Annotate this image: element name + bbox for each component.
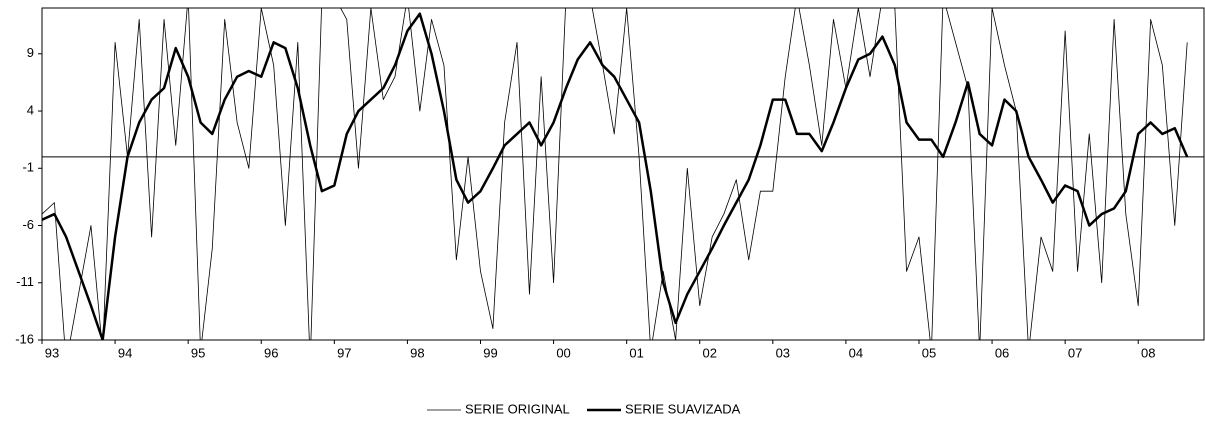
- plot-area: [42, 8, 1189, 340]
- x-tick-label: 04: [849, 345, 863, 360]
- x-tick-label: 03: [776, 345, 790, 360]
- series-line: [42, 12, 1189, 340]
- x-tick-label: 93: [45, 345, 59, 360]
- x-tick-label: 05: [922, 345, 936, 360]
- plot-frame: [41, 7, 1205, 341]
- x-tick-label: 99: [483, 345, 497, 360]
- x-tick-label: 95: [191, 345, 205, 360]
- legend-label: SERIE SUAVIZADA: [625, 401, 741, 416]
- x-tick-label: 94: [118, 345, 132, 360]
- x-tick-label: 96: [264, 345, 278, 360]
- x-tick-label: 08: [1141, 345, 1155, 360]
- x-tick-label: 00: [556, 345, 570, 360]
- x-tick-label: 98: [410, 345, 424, 360]
- y-tick-label: 4: [27, 102, 34, 117]
- x-tick-label: 02: [703, 345, 717, 360]
- y-tick-label: 9: [27, 45, 34, 60]
- legend-label: SERIE ORIGINAL: [465, 401, 570, 416]
- x-tick-label: 97: [337, 345, 351, 360]
- x-tick-label: 01: [629, 345, 643, 360]
- x-tick-label: 06: [995, 345, 1009, 360]
- y-tick-label: -11: [16, 274, 34, 289]
- y-tick-label: -1: [22, 160, 34, 175]
- series-line: [42, 8, 1188, 340]
- y-tick-label: -6: [22, 217, 34, 232]
- x-tick-label: 07: [1068, 345, 1082, 360]
- y-tick-label: -16: [15, 331, 34, 346]
